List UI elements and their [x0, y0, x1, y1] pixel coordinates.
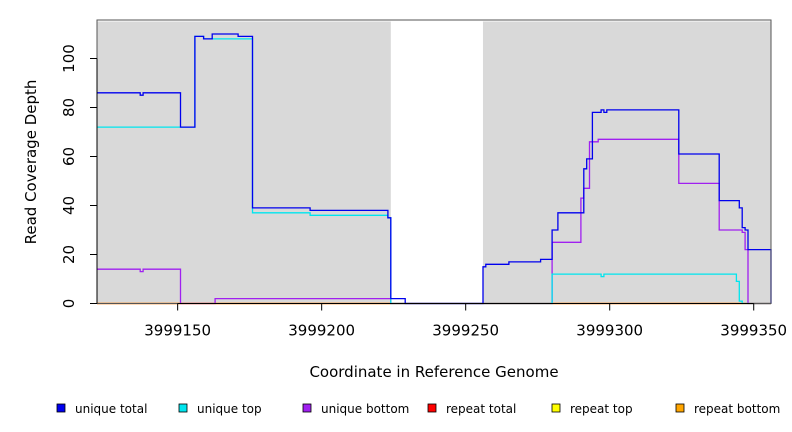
shaded-region-1	[97, 21, 391, 304]
legend-label-unique-top: unique top	[197, 402, 262, 416]
legend-label-repeat-bottom: repeat bottom	[694, 402, 780, 416]
legend-swatch-repeat-total	[427, 403, 437, 413]
x-axis: 3999150 3999200 3999250 3999300 3999350	[144, 303, 787, 340]
y-axis: 0 20 40 60 80 100	[60, 44, 98, 309]
legend-swatch-repeat-top	[551, 403, 561, 413]
legend: unique total unique top unique bottom repea…	[56, 402, 780, 416]
x-tick-label: 3999200	[288, 322, 355, 340]
x-tick-label: 3999300	[576, 322, 643, 340]
legend-label-unique-total: unique total	[75, 402, 147, 416]
y-tick-label: 60	[60, 147, 78, 166]
y-tick-label: 20	[60, 245, 78, 264]
y-axis-title: Read Coverage Depth	[22, 80, 40, 245]
y-tick-label: 0	[60, 299, 78, 309]
shaded-regions	[97, 21, 771, 304]
x-tick-label: 3999250	[432, 322, 499, 340]
legend-label-unique-bottom: unique bottom	[321, 402, 409, 416]
legend-swatch-unique-bottom	[302, 403, 312, 413]
legend-label-repeat-top: repeat top	[570, 402, 633, 416]
y-tick-label: 40	[60, 196, 78, 215]
legend-swatch-unique-total	[56, 403, 66, 413]
legend-swatch-unique-top	[178, 403, 188, 413]
y-tick-label: 100	[60, 44, 78, 73]
x-tick-label: 3999350	[720, 322, 787, 340]
shaded-region-2	[482, 21, 771, 304]
x-axis-title: Coordinate in Reference Genome	[309, 363, 558, 381]
x-tick-label: 3999150	[144, 322, 211, 340]
legend-swatch-repeat-bottom	[675, 403, 685, 413]
legend-label-repeat-total: repeat total	[446, 402, 516, 416]
y-tick-label: 80	[60, 98, 78, 117]
series-line-unique-total	[97, 33, 772, 305]
